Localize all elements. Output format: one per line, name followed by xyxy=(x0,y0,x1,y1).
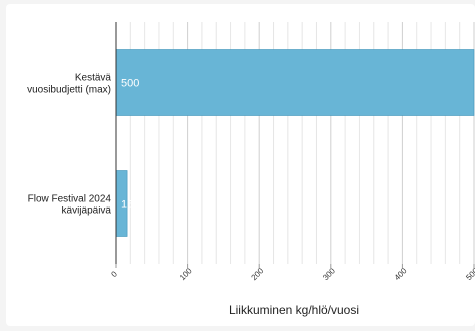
x-tick-label: 0 xyxy=(109,269,119,279)
bar-value-label: 15,5 xyxy=(121,199,142,211)
category-label-line: Kestävä xyxy=(75,73,112,84)
x-tick-label: 100 xyxy=(178,266,194,282)
category-label: Flow Festival 2024 kävijäpäivä xyxy=(28,194,112,217)
category-label-line: kävijäpäivä xyxy=(62,206,112,217)
x-axis-title: Liikkuminen kg/hlö/vuosi xyxy=(229,303,359,317)
category-label-line: Flow Festival 2024 xyxy=(28,194,112,205)
x-tick-label: 500 xyxy=(464,266,475,282)
category-labels: Kestävä vuosibudjetti (max) Flow Festival … xyxy=(27,73,111,217)
x-tick-label: 400 xyxy=(393,266,409,282)
bars: 500 15,5 xyxy=(115,49,475,237)
category-label-line: vuosibudjetti (max) xyxy=(27,85,111,96)
bar xyxy=(115,49,475,116)
bar-value-label: 500 xyxy=(121,78,139,90)
x-tick-label: 300 xyxy=(321,266,337,282)
category-label: Kestävä vuosibudjetti (max) xyxy=(27,73,111,96)
x-tick-label: 200 xyxy=(250,266,266,282)
x-tick-labels: 0 100 200 300 400 500 xyxy=(109,264,475,282)
